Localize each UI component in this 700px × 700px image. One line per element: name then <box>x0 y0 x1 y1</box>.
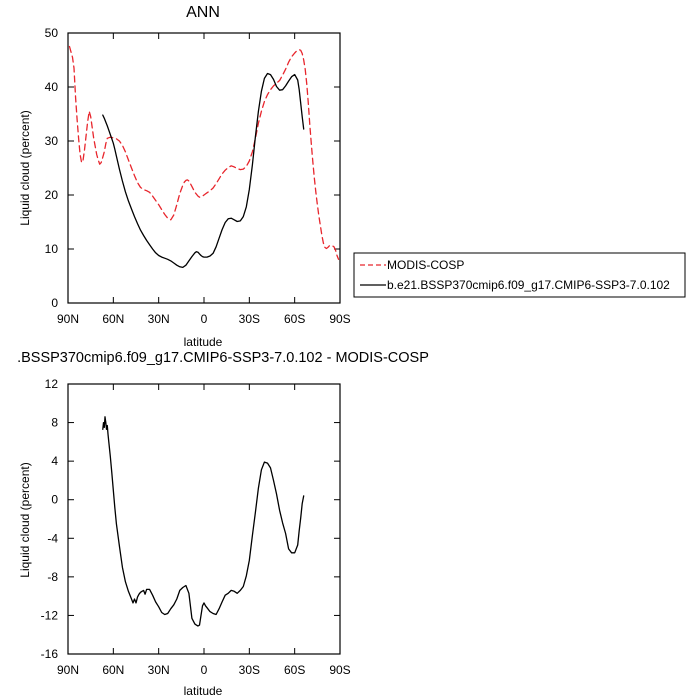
x-tick-label: 60S <box>284 312 305 326</box>
series-line-model <box>102 416 305 627</box>
x-tick-label: 60S <box>284 663 305 677</box>
panel2-series <box>102 416 305 627</box>
series-line-modis-cosp <box>68 45 340 260</box>
legend-label-model: b.e21.BSSP370cmip6.f09_g17.CMIP6-SSP3-7.… <box>387 278 670 292</box>
y-tick-label: -8 <box>47 570 58 584</box>
series-line-model <box>102 72 305 269</box>
x-tick-label: 0 <box>201 312 208 326</box>
y-tick-label: 12 <box>45 377 59 391</box>
panel-difference: .BSSP370cmip6.f09_g17.CMIP6-SSP3-7.0.102… <box>17 350 429 698</box>
panel1-title: ANN <box>186 4 220 21</box>
x-tick-label: 90N <box>57 312 79 326</box>
y-tick-label: -12 <box>41 608 59 622</box>
x-tick-label: 90S <box>329 663 350 677</box>
panel1-y-ticks: 0 10 20 30 40 50 <box>45 26 340 310</box>
legend-box <box>353 252 686 298</box>
x-tick-label: 90N <box>57 663 79 677</box>
panel2-plot-frame <box>67 383 341 655</box>
panel1-series <box>68 45 340 269</box>
panel2-y-ticks: -16 -12 -8 -4 0 4 8 12 <box>41 377 340 661</box>
legend-label-modis: MODIS-COSP <box>387 258 464 272</box>
panel2-x-axis-label: latitude <box>184 684 223 698</box>
x-tick-label: 0 <box>201 663 208 677</box>
y-tick-label: 4 <box>51 454 58 468</box>
panel2-y-axis-label: Liquid cloud (percent) <box>18 462 32 577</box>
y-tick-label: 0 <box>51 493 58 507</box>
x-tick-label: 30S <box>239 312 260 326</box>
y-tick-label: 20 <box>45 188 59 202</box>
y-tick-label: -16 <box>41 647 59 661</box>
y-tick-label: 30 <box>45 134 59 148</box>
panel2-x-ticks: 90N 60N 30N 0 30S 60S 90S <box>57 384 351 677</box>
y-tick-label: 10 <box>45 242 59 256</box>
x-tick-label: 90S <box>329 312 350 326</box>
x-tick-label: 60N <box>102 663 124 677</box>
x-tick-label: 30S <box>239 663 260 677</box>
y-tick-label: 0 <box>51 296 58 310</box>
legend: MODIS-COSP b.e21.BSSP370cmip6.f09_g17.CM… <box>353 252 686 298</box>
y-tick-label: 50 <box>45 26 59 40</box>
panel-annual-liquid-cloud: ANN Liquid cloud (percent) latitude 0 10 2… <box>18 4 351 349</box>
x-tick-label: 30N <box>148 312 170 326</box>
panel1-plot-frame <box>67 32 341 304</box>
panel1-x-ticks: 90N 60N 30N 0 30S 60S 90S <box>57 33 351 326</box>
y-tick-label: -4 <box>47 531 58 545</box>
x-tick-label: 30N <box>148 663 170 677</box>
panel1-y-axis-label: Liquid cloud (percent) <box>18 110 32 225</box>
x-tick-label: 60N <box>102 312 124 326</box>
panel1-x-axis-label: latitude <box>184 335 223 349</box>
panel2-title: .BSSP370cmip6.f09_g17.CMIP6-SSP3-7.0.102… <box>17 350 429 366</box>
y-tick-label: 40 <box>45 80 59 94</box>
y-tick-label: 8 <box>51 416 58 430</box>
